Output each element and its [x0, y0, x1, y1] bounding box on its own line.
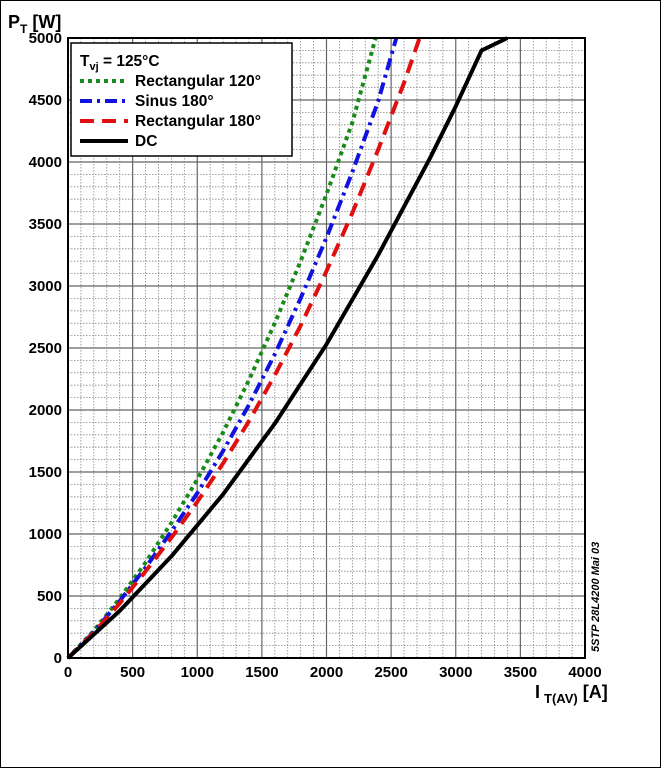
y-tick-label: 500	[37, 588, 62, 605]
legend-label-dc: DC	[135, 133, 157, 150]
y-axis-title-unit: [W]	[27, 12, 61, 32]
legend: Tvj = 125°C Rectangular 120°Sinus 180°Re…	[70, 42, 293, 157]
x-tick-label: 1000	[181, 664, 214, 681]
legend-header-rest: = 125°C	[99, 53, 160, 70]
x-tick-label: 1500	[245, 664, 278, 681]
side-note: 5STP 28L4200 Mai 03	[590, 542, 602, 652]
series-layer	[66, 36, 509, 660]
legend-label-sinus-180: Sinus 180°	[135, 93, 214, 110]
series-line-dc	[66, 36, 509, 660]
x-axis-title-sub: T(AV)	[544, 691, 578, 706]
y-axis-title-sub: T	[20, 22, 28, 36]
y-tick-label: 3000	[29, 278, 62, 295]
x-tick-label: 3000	[439, 664, 472, 681]
x-tick-label: 0	[64, 664, 72, 681]
x-axis-title-main: I	[535, 682, 540, 702]
y-tick-label: 4000	[29, 154, 62, 171]
x-tick-labels: 0 500 1000 1500 2000 2500 3000 3500 4000	[64, 664, 602, 681]
x-tick-label: 4000	[568, 664, 601, 681]
y-tick-label: 0	[54, 650, 62, 667]
x-tick-label: 500	[120, 664, 145, 681]
y-axis-title-main: P	[8, 12, 20, 32]
y-tick-labels: 0 500 1000 1500 2000 2500 3000 3500 4000 4500 5000	[29, 30, 62, 667]
x-tick-label: 3500	[504, 664, 537, 681]
y-tick-label: 2500	[29, 340, 62, 357]
x-axis-title: I T(AV) [A]	[535, 682, 608, 706]
series-line-rectangular-120	[66, 37, 378, 660]
legend-label-rectangular-180: Rectangular 180°	[135, 113, 261, 130]
legend-header: Tvj = 125°C	[80, 53, 160, 73]
y-tick-label: 5000	[29, 30, 62, 47]
y-tick-label: 4500	[29, 92, 62, 109]
legend-header-sub: vj	[89, 61, 98, 73]
y-tick-label: 1500	[29, 464, 62, 481]
y-tick-label: 3500	[29, 216, 62, 233]
y-axis-title: PT [W]	[8, 12, 61, 36]
x-axis-title-unit: [A]	[578, 682, 608, 702]
x-tick-label: 2000	[310, 664, 343, 681]
y-tick-label: 1000	[29, 526, 62, 543]
legend-label-rectangular-120: Rectangular 120°	[135, 73, 261, 90]
y-tick-label: 2000	[29, 402, 62, 419]
legend-entries: Rectangular 120° Sinus 180° Rectangular 18…	[80, 73, 261, 150]
series-line-sinus-180	[66, 37, 399, 660]
plot-area-border	[67, 37, 586, 659]
series-line-rectangular-180	[66, 37, 422, 660]
x-tick-label: 2500	[374, 664, 407, 681]
legend-header-main: T	[80, 53, 90, 70]
